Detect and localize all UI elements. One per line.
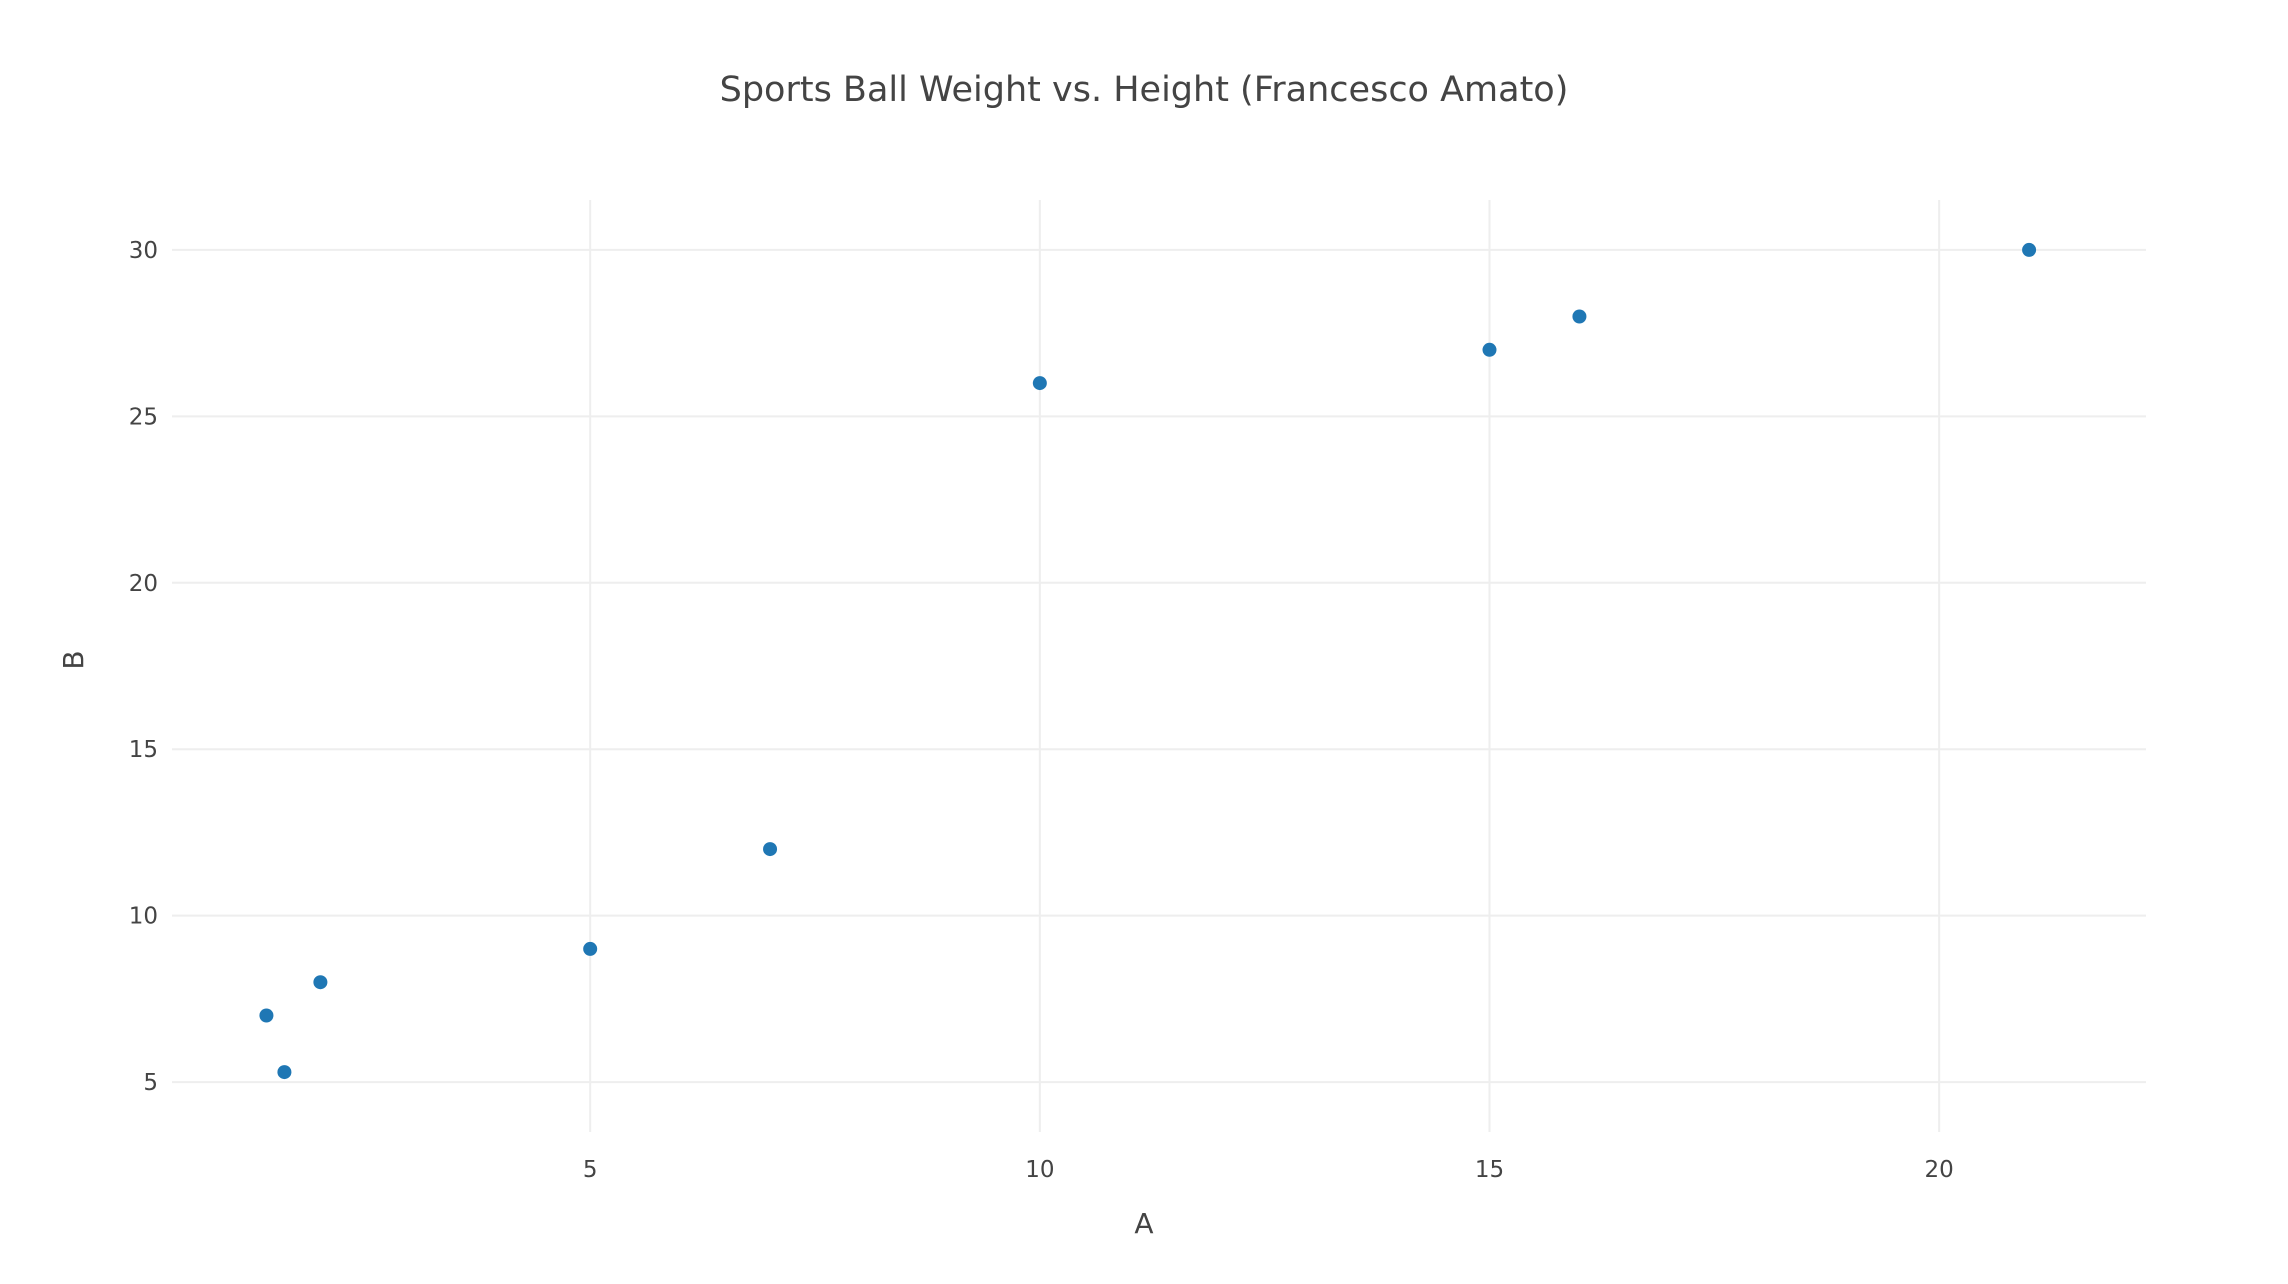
y-tick-label: 30 xyxy=(129,238,158,264)
data-point xyxy=(763,842,778,857)
x-tick-label: 20 xyxy=(1925,1157,1954,1183)
chart-title: Sports Ball Weight vs. Height (Francesco… xyxy=(720,70,1569,110)
x-tick-label: 5 xyxy=(583,1157,598,1183)
tick-labels: 5 10 15 20 5 10 15 20 25 30 xyxy=(129,238,1954,1183)
data-point xyxy=(313,975,328,990)
x-tick-label: 15 xyxy=(1475,1157,1504,1183)
data-point xyxy=(2022,242,2037,257)
x-axis-title: A xyxy=(1134,1207,1153,1240)
y-tick-label: 15 xyxy=(129,737,158,763)
y-tick-label: 20 xyxy=(129,571,158,597)
data-point xyxy=(277,1065,292,1080)
data-point xyxy=(259,1008,274,1023)
y-tick-label: 5 xyxy=(143,1070,158,1096)
data-point xyxy=(1032,376,1047,391)
data-point xyxy=(1572,309,1587,324)
y-tick-label: 10 xyxy=(129,904,158,930)
data-point xyxy=(583,941,598,956)
y-axis-title: B xyxy=(57,650,90,669)
x-tick-label: 10 xyxy=(1025,1157,1054,1183)
data-point xyxy=(1482,342,1497,357)
data-points xyxy=(259,242,2037,1080)
y-tick-label: 25 xyxy=(129,404,158,430)
